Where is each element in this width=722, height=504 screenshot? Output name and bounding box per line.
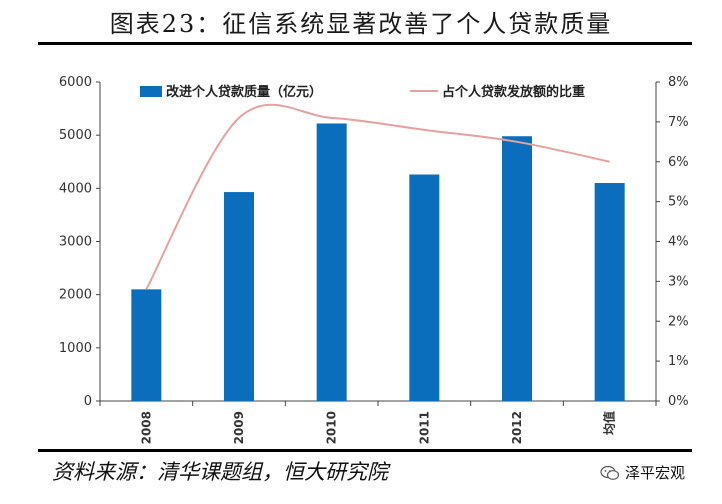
right-tick-label: 7% [668, 115, 689, 130]
x-tick-label: 2012 [510, 411, 524, 444]
right-tick-label: 6% [668, 155, 689, 170]
source-note: 资料来源：清华课题组，恒大研究院 [52, 460, 388, 484]
figure-title: 图表23：征信系统显著改善了个人贷款质量 [109, 10, 613, 38]
right-tick-label: 2% [668, 314, 689, 329]
x-tick-label: 2011 [417, 411, 431, 444]
legend-bar-label: 改进个人贷款质量（亿元） [166, 84, 322, 100]
left-tick-label: 2000 [59, 288, 92, 303]
right-tick-label: 5% [668, 195, 689, 210]
brand-mark: 泽平宏观 [600, 462, 685, 483]
left-tick-label: 5000 [59, 128, 92, 143]
bar [502, 136, 532, 402]
share-line [145, 103, 610, 290]
wechat-icon [600, 465, 620, 480]
left-tick-label: 3000 [59, 235, 92, 250]
bar [594, 183, 625, 401]
right-tick-label: 1% [668, 354, 689, 369]
x-tick-label: 2010 [325, 411, 339, 444]
x-tick-label: 2008 [139, 411, 153, 444]
right-tick-label: 3% [668, 274, 689, 289]
brand-text: 泽平宏观 [625, 464, 686, 482]
x-tick-label: 2009 [232, 411, 246, 444]
bottom-rule [38, 449, 692, 452]
right-tick-label: 4% [668, 235, 689, 250]
left-tick-label: 1000 [59, 341, 92, 356]
right-tick-label: 0% [668, 394, 689, 409]
legend-line-label: 占个人贷款发放额的比重 [442, 84, 585, 100]
bar [224, 192, 254, 401]
bar [316, 123, 347, 401]
left-tick-label: 4000 [59, 181, 92, 196]
right-tick-label: 8% [668, 75, 689, 90]
left-tick-label: 6000 [59, 75, 92, 90]
legend-bar-swatch [140, 86, 162, 97]
bar [131, 289, 162, 401]
left-tick-label: 0 [84, 394, 92, 409]
x-tick-label: 均值 [602, 411, 617, 435]
top-rule [38, 42, 692, 45]
bar [409, 174, 440, 401]
